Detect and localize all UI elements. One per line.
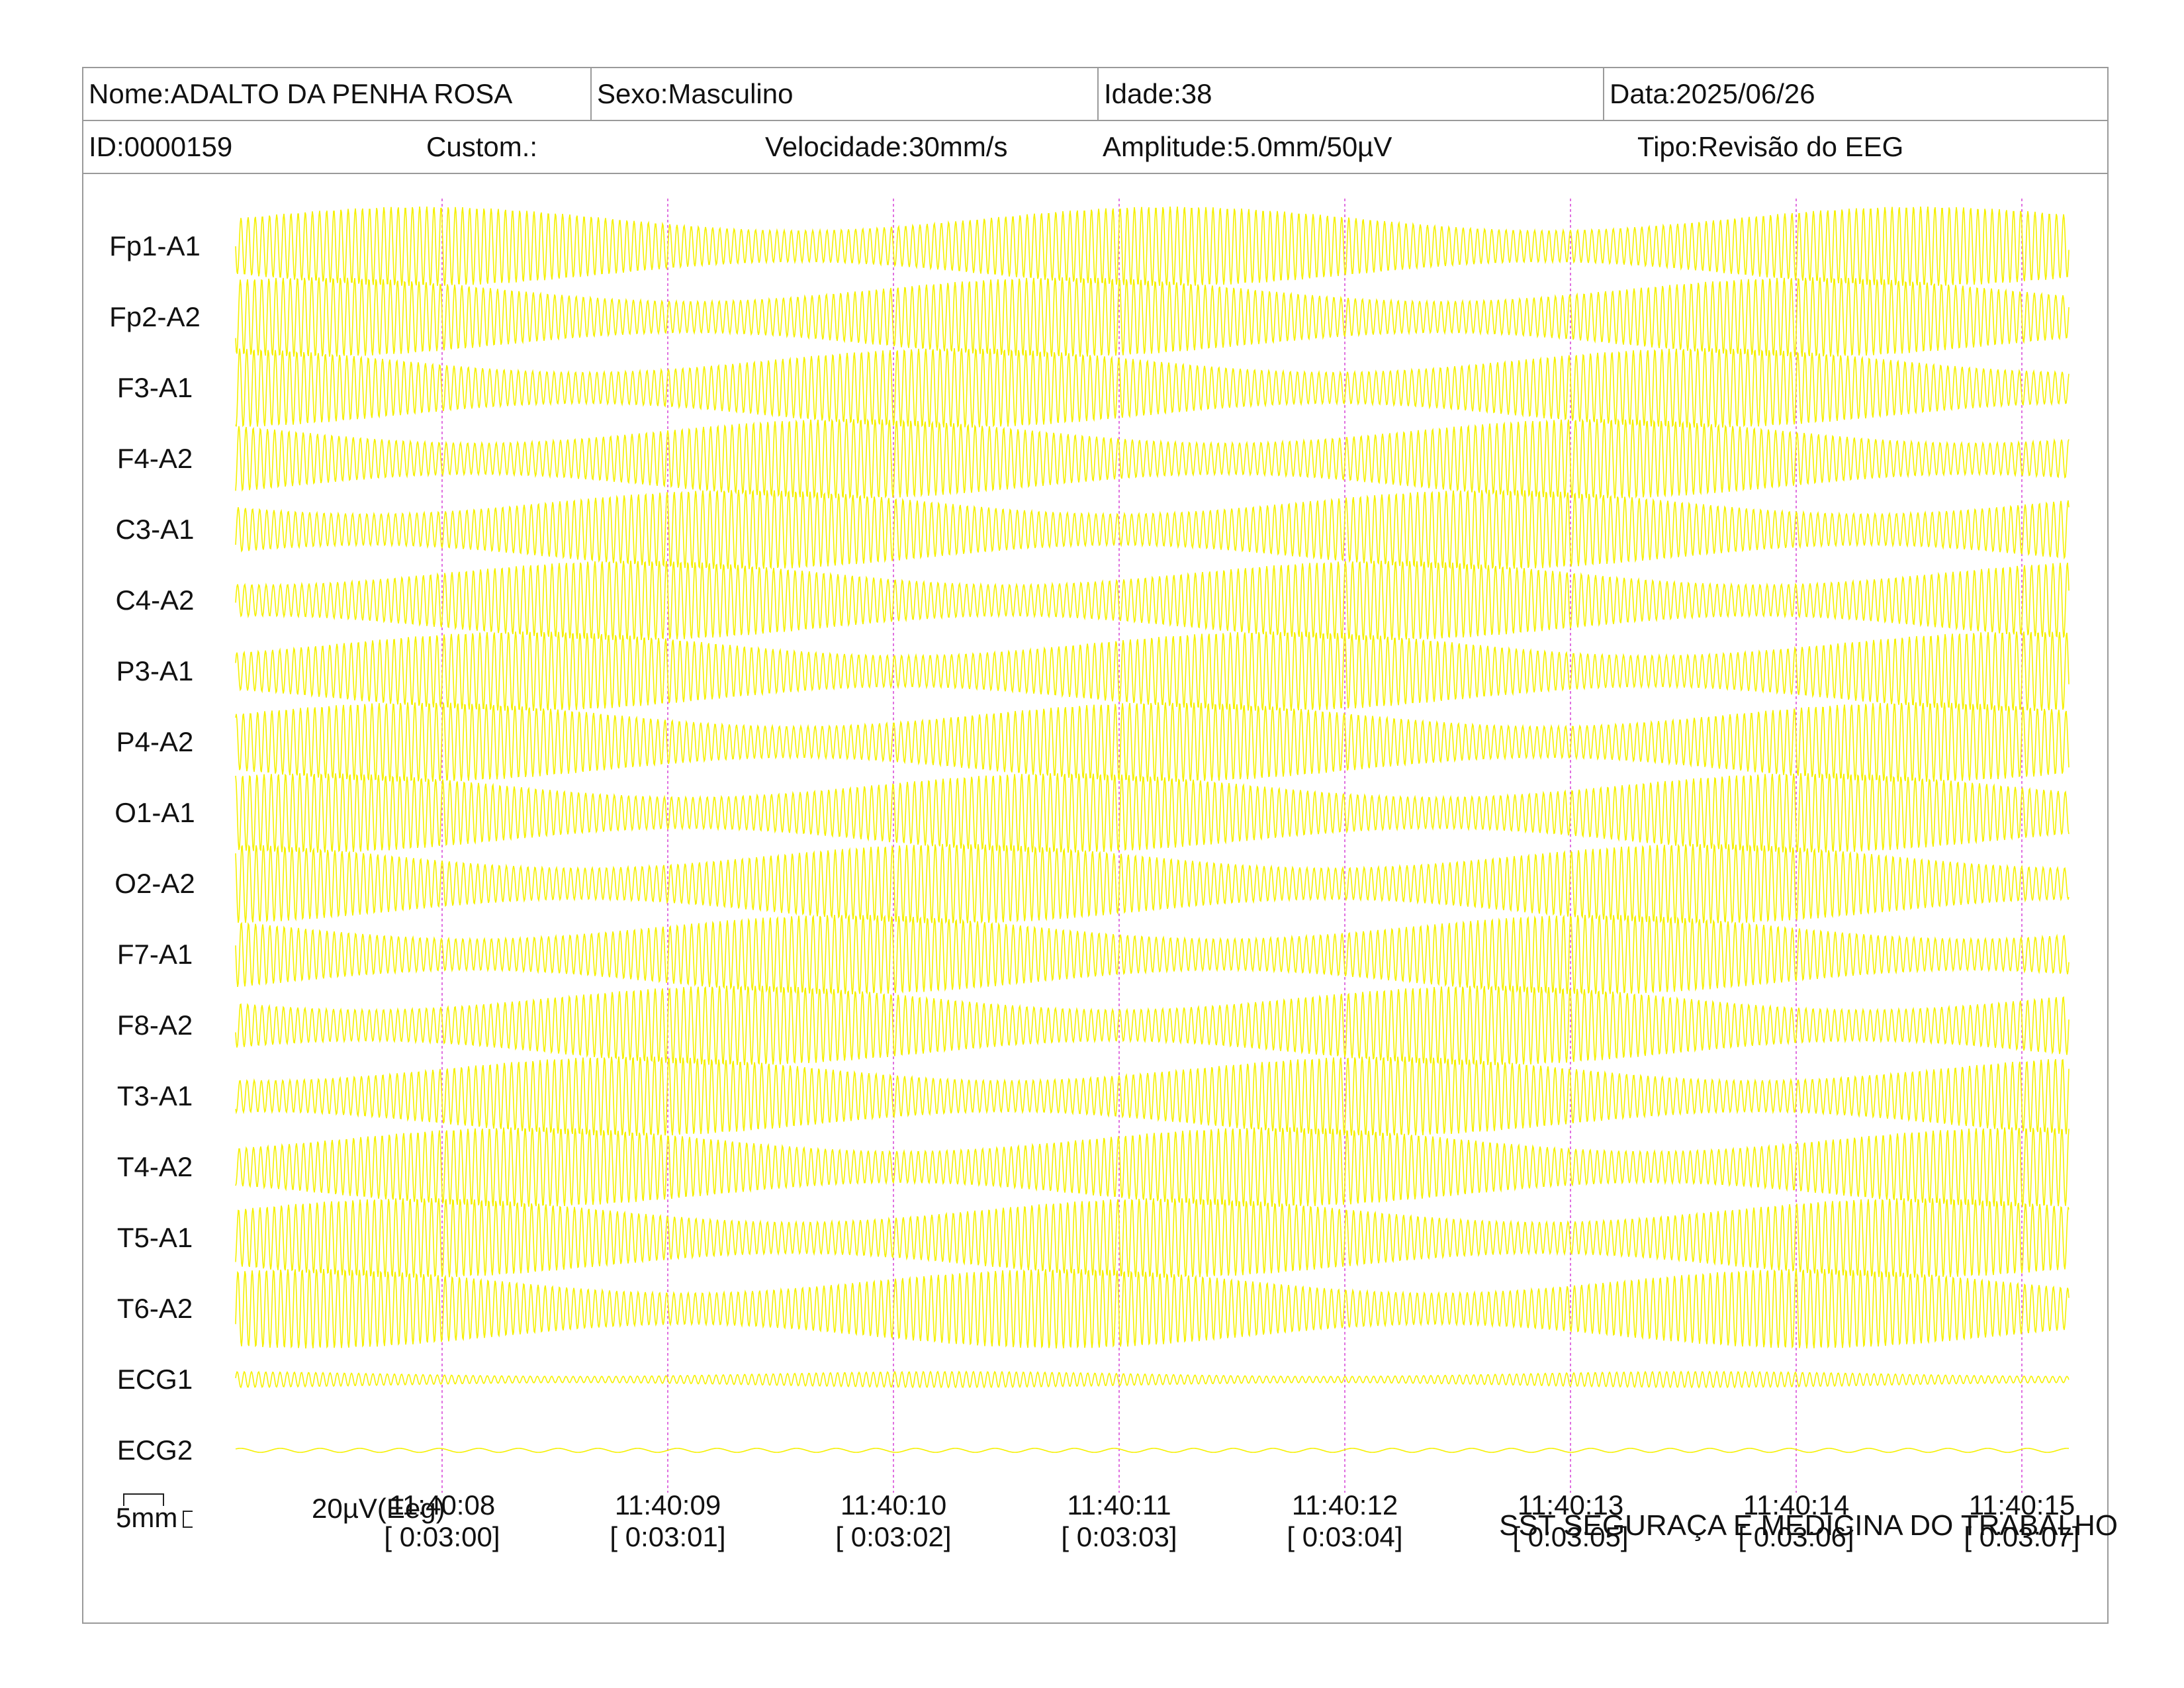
channel-label-p3-a1: P3-A1 xyxy=(116,655,194,686)
trace-o2-a2 xyxy=(235,843,2070,924)
scale-time-unit: 5mm xyxy=(116,1502,178,1533)
time-label-clock: 11:40:14 xyxy=(1743,1489,1850,1521)
time-label-elapsed: [ 0:03:05] xyxy=(1512,1521,1629,1552)
channel-label-f8-a2: F8-A2 xyxy=(116,1009,193,1041)
header-row-recording: ID:0000159 Custom.: Velocidade:30mm/s Am… xyxy=(83,121,2107,174)
time-label-clock: 11:40:08 xyxy=(388,1489,496,1521)
trace-f4-a2 xyxy=(235,418,2070,500)
trace-f3-a1 xyxy=(235,348,2070,428)
trace-t4-a2 xyxy=(235,1127,2070,1207)
trace-p4-a2 xyxy=(235,702,2070,782)
channel-label-ecg2: ECG2 xyxy=(116,1434,193,1466)
trace-f8-a2 xyxy=(235,986,2070,1066)
scale-amp-unit: 20µV(Eeg) xyxy=(312,1493,445,1524)
channel-label-f7-a1: F7-A1 xyxy=(116,939,193,970)
time-label: 11:40:10[ 0:03:02] xyxy=(807,1489,979,1553)
channel-label-p4-a2: P4-A2 xyxy=(116,726,194,757)
channel-label-t5-a1: T5-A1 xyxy=(116,1222,193,1253)
organization-name: SST SEGURAÇA E MEDICINA DO TRABALHO xyxy=(1499,1509,2118,1542)
time-label-elapsed: [ 0:03:00] xyxy=(384,1521,500,1552)
trace-o1-a1 xyxy=(235,773,2070,853)
exam-type: Tipo:Revisão do EEG xyxy=(1637,131,1904,162)
header-row-patient: Nome:ADALTO DA PENHA ROSA Sexo:Masculino… xyxy=(83,68,2107,121)
trace-ecg1 xyxy=(235,1370,2070,1389)
time-label: 11:40:11[ 0:03:03] xyxy=(1033,1489,1205,1553)
time-label-clock: 11:40:13 xyxy=(1517,1489,1624,1521)
time-label-elapsed: [ 0:03:01] xyxy=(610,1521,726,1552)
time-label-clock: 11:40:10 xyxy=(840,1489,947,1521)
time-label-clock: 11:40:15 xyxy=(1968,1489,2075,1521)
trace-p3-a1 xyxy=(235,632,2070,712)
recording-speed: Velocidade:30mm/s xyxy=(765,131,1008,162)
channel-label-f4-a2: F4-A2 xyxy=(116,443,193,474)
time-label-elapsed: [ 0:03:07] xyxy=(1964,1521,2080,1552)
time-label-elapsed: [ 0:03:02] xyxy=(835,1521,952,1552)
custom-field: Custom.: xyxy=(426,131,538,162)
channel-label-t3-a1: T3-A1 xyxy=(116,1080,193,1111)
patient-name: Nome:ADALTO DA PENHA ROSA xyxy=(89,78,513,109)
channel-label-t4-a2: T4-A2 xyxy=(116,1151,193,1182)
time-label: 11:40:08[ 0:03:00] xyxy=(356,1489,528,1553)
channel-label-fp2-a2: Fp2-A2 xyxy=(109,301,201,332)
channel-label-o1-a1: O1-A1 xyxy=(114,797,195,828)
channel-label-o2-a2: O2-A2 xyxy=(114,868,195,899)
trace-t6-a2 xyxy=(235,1268,2070,1349)
channel-label-t6-a2: T6-A2 xyxy=(116,1293,193,1324)
time-label-elapsed: [ 0:03:06] xyxy=(1738,1521,1854,1552)
time-label: 11:40:09[ 0:03:01] xyxy=(582,1489,754,1553)
time-label: 11:40:12[ 0:03:04] xyxy=(1259,1489,1431,1553)
patient-age: Idade:38 xyxy=(1097,68,1212,120)
trace-c3-a1 xyxy=(235,489,2070,570)
trace-fp2-a2 xyxy=(235,277,2070,357)
channel-label-c4-a2: C4-A2 xyxy=(115,585,195,616)
time-label-clock: 11:40:09 xyxy=(614,1489,721,1521)
time-label-elapsed: [ 0:03:04] xyxy=(1287,1521,1403,1552)
recording-amplitude: Amplitude:5.0mm/50µV xyxy=(1103,131,1392,162)
time-label-elapsed: [ 0:03:03] xyxy=(1061,1521,1177,1552)
time-label-clock: 11:40:12 xyxy=(1291,1489,1398,1521)
trace-t3-a1 xyxy=(235,1056,2070,1136)
trace-c4-a2 xyxy=(235,560,2070,640)
time-label: 11:40:13[ 0:03:05] xyxy=(1484,1489,1657,1553)
trace-t5-a1 xyxy=(235,1198,2070,1278)
eeg-report-sheet: Nome:ADALTO DA PENHA ROSA Sexo:Masculino… xyxy=(82,67,2109,1624)
channel-label-ecg1: ECG1 xyxy=(116,1364,193,1395)
patient-sex: Sexo:Masculino xyxy=(590,68,793,120)
time-label: 11:40:15[ 0:03:07] xyxy=(1936,1489,2108,1553)
trace-fp1-a1 xyxy=(235,206,2070,286)
time-label-clock: 11:40:11 xyxy=(1067,1489,1171,1521)
trace-ecg2 xyxy=(235,1448,2070,1453)
scale-bracket-icon xyxy=(123,1493,193,1528)
patient-id: ID:0000159 xyxy=(89,131,233,162)
channel-label-f3-a1: F3-A1 xyxy=(116,372,193,403)
time-label: 11:40:14[ 0:03:06] xyxy=(1710,1489,1882,1553)
channel-label-c3-a1: C3-A1 xyxy=(115,514,195,545)
trace-f7-a1 xyxy=(235,914,2070,995)
channel-label-fp1-a1: Fp1-A1 xyxy=(109,230,201,261)
exam-date: Data:2025/06/26 xyxy=(1603,68,1815,120)
